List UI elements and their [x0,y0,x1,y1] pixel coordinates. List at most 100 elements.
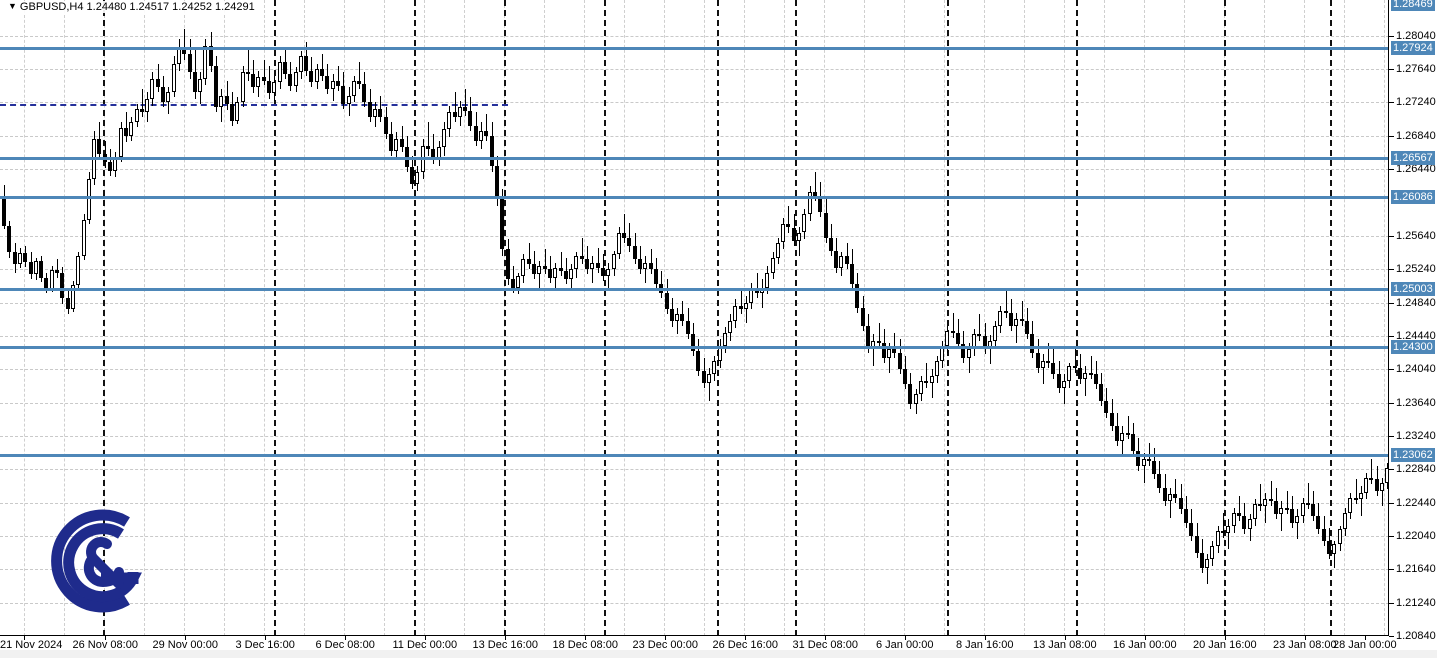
price-axis-line [1388,0,1389,636]
price-marker-label[interactable]: 1.27924 [1391,41,1435,55]
candle-body [13,251,17,265]
candle-body [1258,504,1262,507]
study-horizontal-line[interactable] [0,47,1389,50]
candle-body [1322,529,1326,541]
candle-body [1089,372,1093,375]
grid-line-vertical [424,0,425,636]
candle-body [702,370,706,383]
candle-wick [651,249,652,275]
candle-body [564,270,568,280]
grid-line-vertical [704,0,705,636]
candle-body [1279,507,1283,515]
candle-wick [582,237,583,265]
candle-body [521,259,525,276]
period-separator [504,0,506,636]
candle-body [156,79,160,88]
time-tick [265,636,266,640]
candle-wick [788,205,789,233]
price-tick-label: 1.28040 [1396,30,1436,42]
candle-body [961,344,965,358]
candle-body [463,107,467,111]
price-marker-label[interactable]: 1.24300 [1391,340,1435,354]
grid-line-vertical [144,0,145,636]
grid-line-horizontal [0,469,1389,470]
candle-body [691,334,695,351]
candle-wick [142,89,143,118]
candle-body [1221,530,1225,533]
candle-body [2,195,6,226]
candle-body [1062,380,1066,388]
dashed-price-level[interactable] [0,104,508,106]
price-marker-label[interactable]: 1.23062 [1391,448,1435,462]
candle-body [977,334,981,337]
candle-body [66,298,70,310]
candle-body [866,325,870,348]
candle-body [914,394,918,405]
candle-body [294,72,298,86]
candle-body [336,80,340,86]
candle-body [765,272,769,288]
candle-body [172,64,176,93]
grid-line-horizontal [0,303,1389,304]
price-tick [1389,569,1394,570]
candle-body [622,232,626,238]
candle-body [283,62,287,75]
grid-line-horizontal [0,369,1389,370]
time-tick-label: 21 Nov 2024 [0,639,63,651]
study-horizontal-line[interactable] [0,288,1389,291]
candle-body [739,305,743,310]
candle-body [781,224,785,243]
time-tick-label: 20 Jan 16:00 [1193,639,1257,651]
grid-line-vertical [984,0,985,636]
candle-wick [847,242,848,270]
grid-line-vertical [944,0,945,636]
candle-body [1311,504,1315,516]
study-horizontal-line[interactable] [0,346,1389,349]
candle-body [82,220,86,256]
price-marker-label[interactable]: 1.25003 [1391,282,1435,296]
grid-line-vertical [264,0,265,636]
study-horizontal-line[interactable] [0,157,1389,160]
candle-body [1359,492,1363,500]
price-marker-label[interactable]: 1.26567 [1391,151,1435,165]
candle-body [627,237,631,246]
candle-wick [1144,452,1145,483]
candle-body [1189,522,1193,536]
price-tick-label: 1.24040 [1396,363,1436,375]
cg-monogram-logo [51,509,142,613]
candle-body [97,139,101,155]
price-scale[interactable]: 1.28040 1.27640 1.27240 1.26840 1.26440 1.256… [1389,0,1437,642]
candle-body [341,85,345,105]
price-marker-label[interactable]: 1.28469 [1391,0,1435,11]
candle-wick [338,65,339,91]
candle-body [458,107,462,118]
candle-body [574,255,578,270]
price-tick [1389,536,1394,537]
time-tick [105,636,106,640]
price-marker-label[interactable]: 1.26086 [1391,190,1435,204]
candle-wick [746,295,747,323]
triangle-down-icon[interactable]: ▼ [8,1,17,11]
grid-line-vertical [744,0,745,636]
price-tick-label: 1.22040 [1396,530,1436,542]
candle-wick [990,335,991,365]
price-tick [1389,36,1394,37]
study-horizontal-line[interactable] [0,454,1389,457]
candle-body [1226,525,1230,533]
period-separator [1330,0,1332,636]
grid-line-vertical [184,0,185,636]
period-separator [103,0,105,636]
candle-wick [455,92,456,123]
price-tick [1389,336,1394,337]
candle-body [384,117,388,135]
grid-line-vertical [1264,0,1265,636]
chart-canvas[interactable] [0,0,1389,636]
candle-wick [1297,509,1298,540]
candle-wick [529,242,530,270]
grid-line-vertical [544,0,545,636]
study-horizontal-line[interactable] [0,196,1389,199]
price-tick [1389,102,1394,103]
time-tick-label: 8 Jan 16:00 [956,639,1014,651]
chart-plot-area[interactable] [0,0,1389,636]
time-tick [985,636,986,640]
